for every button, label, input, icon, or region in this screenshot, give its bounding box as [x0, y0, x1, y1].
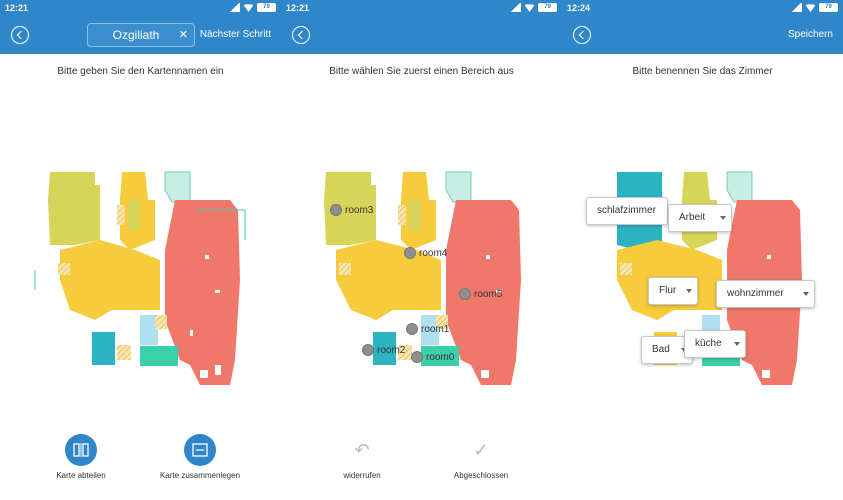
signal-icon — [229, 3, 240, 12]
room-name-value: Flur — [659, 285, 677, 296]
battery-icon: 79 — [257, 3, 276, 12]
room-label: room3 — [345, 204, 374, 216]
room-dot — [411, 351, 423, 363]
split-map-icon — [65, 434, 97, 466]
undo-icon: ↶ — [354, 440, 370, 460]
room-label: room0 — [426, 351, 455, 363]
room-dot — [330, 204, 342, 216]
chevron-down-icon — [734, 342, 740, 346]
tool-bar: ↶ widerrufen ✓ Abgeschlossen — [281, 434, 562, 500]
back-icon[interactable] — [292, 26, 310, 44]
tool-bar: Karte abteilen Karte zusammenlegen — [0, 434, 281, 500]
status-time: 12:21 — [286, 3, 310, 13]
room-name-select[interactable]: wohnzimmer — [716, 280, 815, 308]
split-map-label: Karte abteilen — [56, 471, 106, 480]
floor-map — [34, 171, 246, 385]
panel-map-name: 12:21 79 Ozgiliath ✕ Nächster Schritt Bi… — [0, 0, 281, 500]
room-marker[interactable]: room4 — [404, 247, 447, 259]
done-label: Abgeschlossen — [453, 471, 509, 480]
map-name-input[interactable]: Ozgiliath ✕ — [87, 23, 195, 47]
back-icon[interactable] — [573, 26, 591, 44]
room-name-value: Bad — [652, 344, 670, 355]
room-name-select[interactable]: schlafzimmer — [586, 197, 668, 225]
instruction-text: Bitte wählen Sie zuerst einen Bereich au… — [329, 66, 514, 77]
status-bar: 12:24 79 — [562, 0, 843, 16]
undo-label: widerrufen — [343, 471, 381, 480]
chevron-down-icon — [720, 216, 726, 220]
room-label: room4 — [419, 247, 448, 259]
wifi-icon — [243, 4, 254, 12]
status-time: 12:21 — [5, 3, 29, 13]
split-map-button[interactable]: Karte abteilen — [21, 434, 141, 480]
room-dot — [404, 247, 416, 259]
instruction-text: Bitte benennen Sie das Zimmer — [632, 66, 773, 77]
next-step-button[interactable]: Nächster Schritt — [199, 29, 271, 40]
room-marker[interactable]: room0 — [411, 351, 454, 363]
map-name-value: Ozgiliath — [112, 28, 160, 42]
room-name-value: Arbeit — [679, 212, 706, 223]
status-bar: 12:21 79 — [0, 0, 281, 16]
status-bar: 12:21 79 — [281, 0, 562, 16]
battery-icon: 79 — [538, 3, 557, 12]
chevron-down-icon — [686, 289, 692, 293]
room-label: room2 — [377, 344, 406, 356]
room-dot — [459, 288, 471, 300]
panel-select-area: 12:21 79 Bitte wählen Sie zuerst einen B… — [281, 0, 562, 500]
save-button[interactable]: Speichern — [787, 29, 833, 40]
room-name-value: wohnzimmer — [727, 288, 784, 299]
room-name-select[interactable]: Arbeit — [668, 204, 732, 232]
check-icon: ✓ — [473, 440, 489, 460]
wifi-icon — [805, 4, 816, 12]
merge-map-button[interactable]: Karte zusammenlegen — [140, 434, 260, 480]
nav-bar: Ozgiliath ✕ Nächster Schritt — [0, 16, 281, 54]
status-time: 12:24 — [567, 3, 591, 13]
undo-button[interactable]: ↶ widerrufen — [302, 434, 422, 480]
nav-bar: Speichern — [562, 16, 843, 54]
room-marker[interactable]: room3 — [330, 204, 373, 216]
room-marker[interactable]: room2 — [362, 344, 405, 356]
chevron-down-icon — [803, 292, 809, 296]
signal-icon — [791, 3, 802, 12]
room-label: room5 — [474, 288, 503, 300]
panel-name-rooms: 12:24 79 Speichern Bitte benennen Sie da… — [562, 0, 843, 500]
merge-map-icon — [184, 434, 216, 466]
signal-icon — [510, 3, 521, 12]
wifi-icon — [524, 4, 535, 12]
room-marker[interactable]: room5 — [459, 288, 502, 300]
back-icon[interactable] — [11, 26, 29, 44]
clear-icon[interactable]: ✕ — [178, 29, 188, 41]
room-dot — [362, 344, 374, 356]
battery-icon: 79 — [819, 3, 838, 12]
instruction-text: Bitte geben Sie den Kartennamen ein — [57, 66, 224, 77]
nav-bar — [281, 16, 562, 54]
room-name-select[interactable]: küche — [684, 330, 746, 358]
room-name-value: schlafzimmer — [597, 205, 656, 216]
done-button[interactable]: ✓ Abgeschlossen — [421, 434, 541, 480]
floor-map — [324, 171, 521, 385]
room-marker[interactable]: room1 — [406, 323, 449, 335]
room-name-select[interactable]: Flur — [648, 277, 698, 305]
room-dot — [406, 323, 418, 335]
room-label: room1 — [421, 323, 450, 335]
merge-map-label: Karte zusammenlegen — [159, 471, 241, 480]
room-name-value: küche — [695, 338, 722, 349]
